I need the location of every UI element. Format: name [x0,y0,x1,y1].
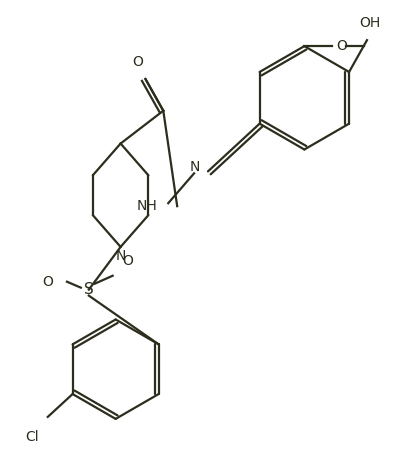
Text: O: O [132,55,143,69]
Text: NH: NH [137,199,157,213]
Text: Cl: Cl [25,430,39,444]
Text: OH: OH [359,16,380,30]
Text: S: S [84,282,94,297]
Text: O: O [42,275,53,289]
Text: N: N [115,249,126,263]
Text: O: O [336,39,347,53]
Text: O: O [122,254,133,268]
Text: N: N [190,160,200,174]
